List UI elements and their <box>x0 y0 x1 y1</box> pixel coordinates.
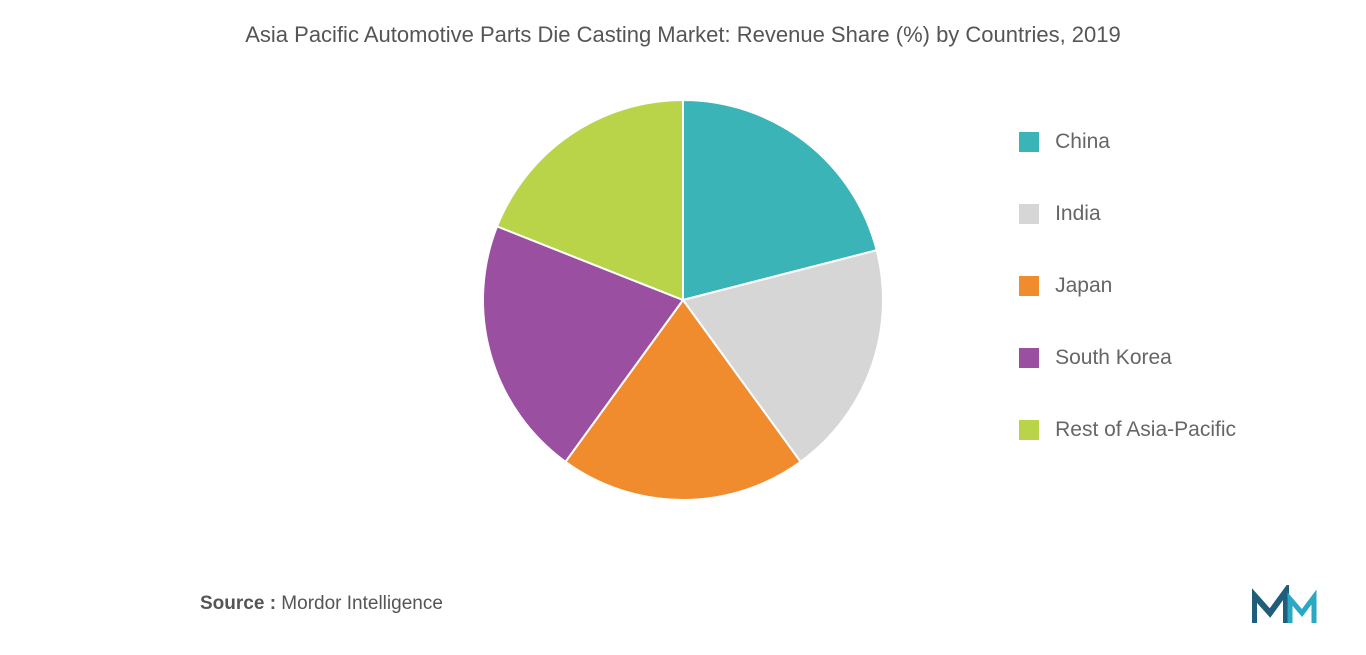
source-attribution: Source : Mordor Intelligence <box>200 593 443 615</box>
legend-swatch <box>1019 276 1039 296</box>
legend: China India Japan South Korea Rest of Asia-P… <box>1019 130 1236 442</box>
legend-item: China <box>1019 130 1236 154</box>
legend-label: India <box>1055 202 1101 226</box>
pie-chart <box>483 100 883 500</box>
legend-label: South Korea <box>1055 346 1172 370</box>
legend-item: Rest of Asia-Pacific <box>1019 418 1236 442</box>
legend-swatch <box>1019 132 1039 152</box>
legend-swatch <box>1019 204 1039 224</box>
legend-swatch <box>1019 420 1039 440</box>
legend-label: Rest of Asia-Pacific <box>1055 418 1236 442</box>
legend-label: China <box>1055 130 1110 154</box>
source-prefix: Source : <box>200 593 276 614</box>
legend-item: South Korea <box>1019 346 1236 370</box>
pie-wrapper <box>473 90 893 510</box>
chart-title: Asia Pacific Automotive Parts Die Castin… <box>0 0 1366 48</box>
legend-item: Japan <box>1019 274 1236 298</box>
source-text: Mordor Intelligence <box>276 593 443 614</box>
legend-swatch <box>1019 348 1039 368</box>
mordor-logo-icon <box>1252 585 1322 627</box>
legend-item: India <box>1019 202 1236 226</box>
legend-label: Japan <box>1055 274 1112 298</box>
